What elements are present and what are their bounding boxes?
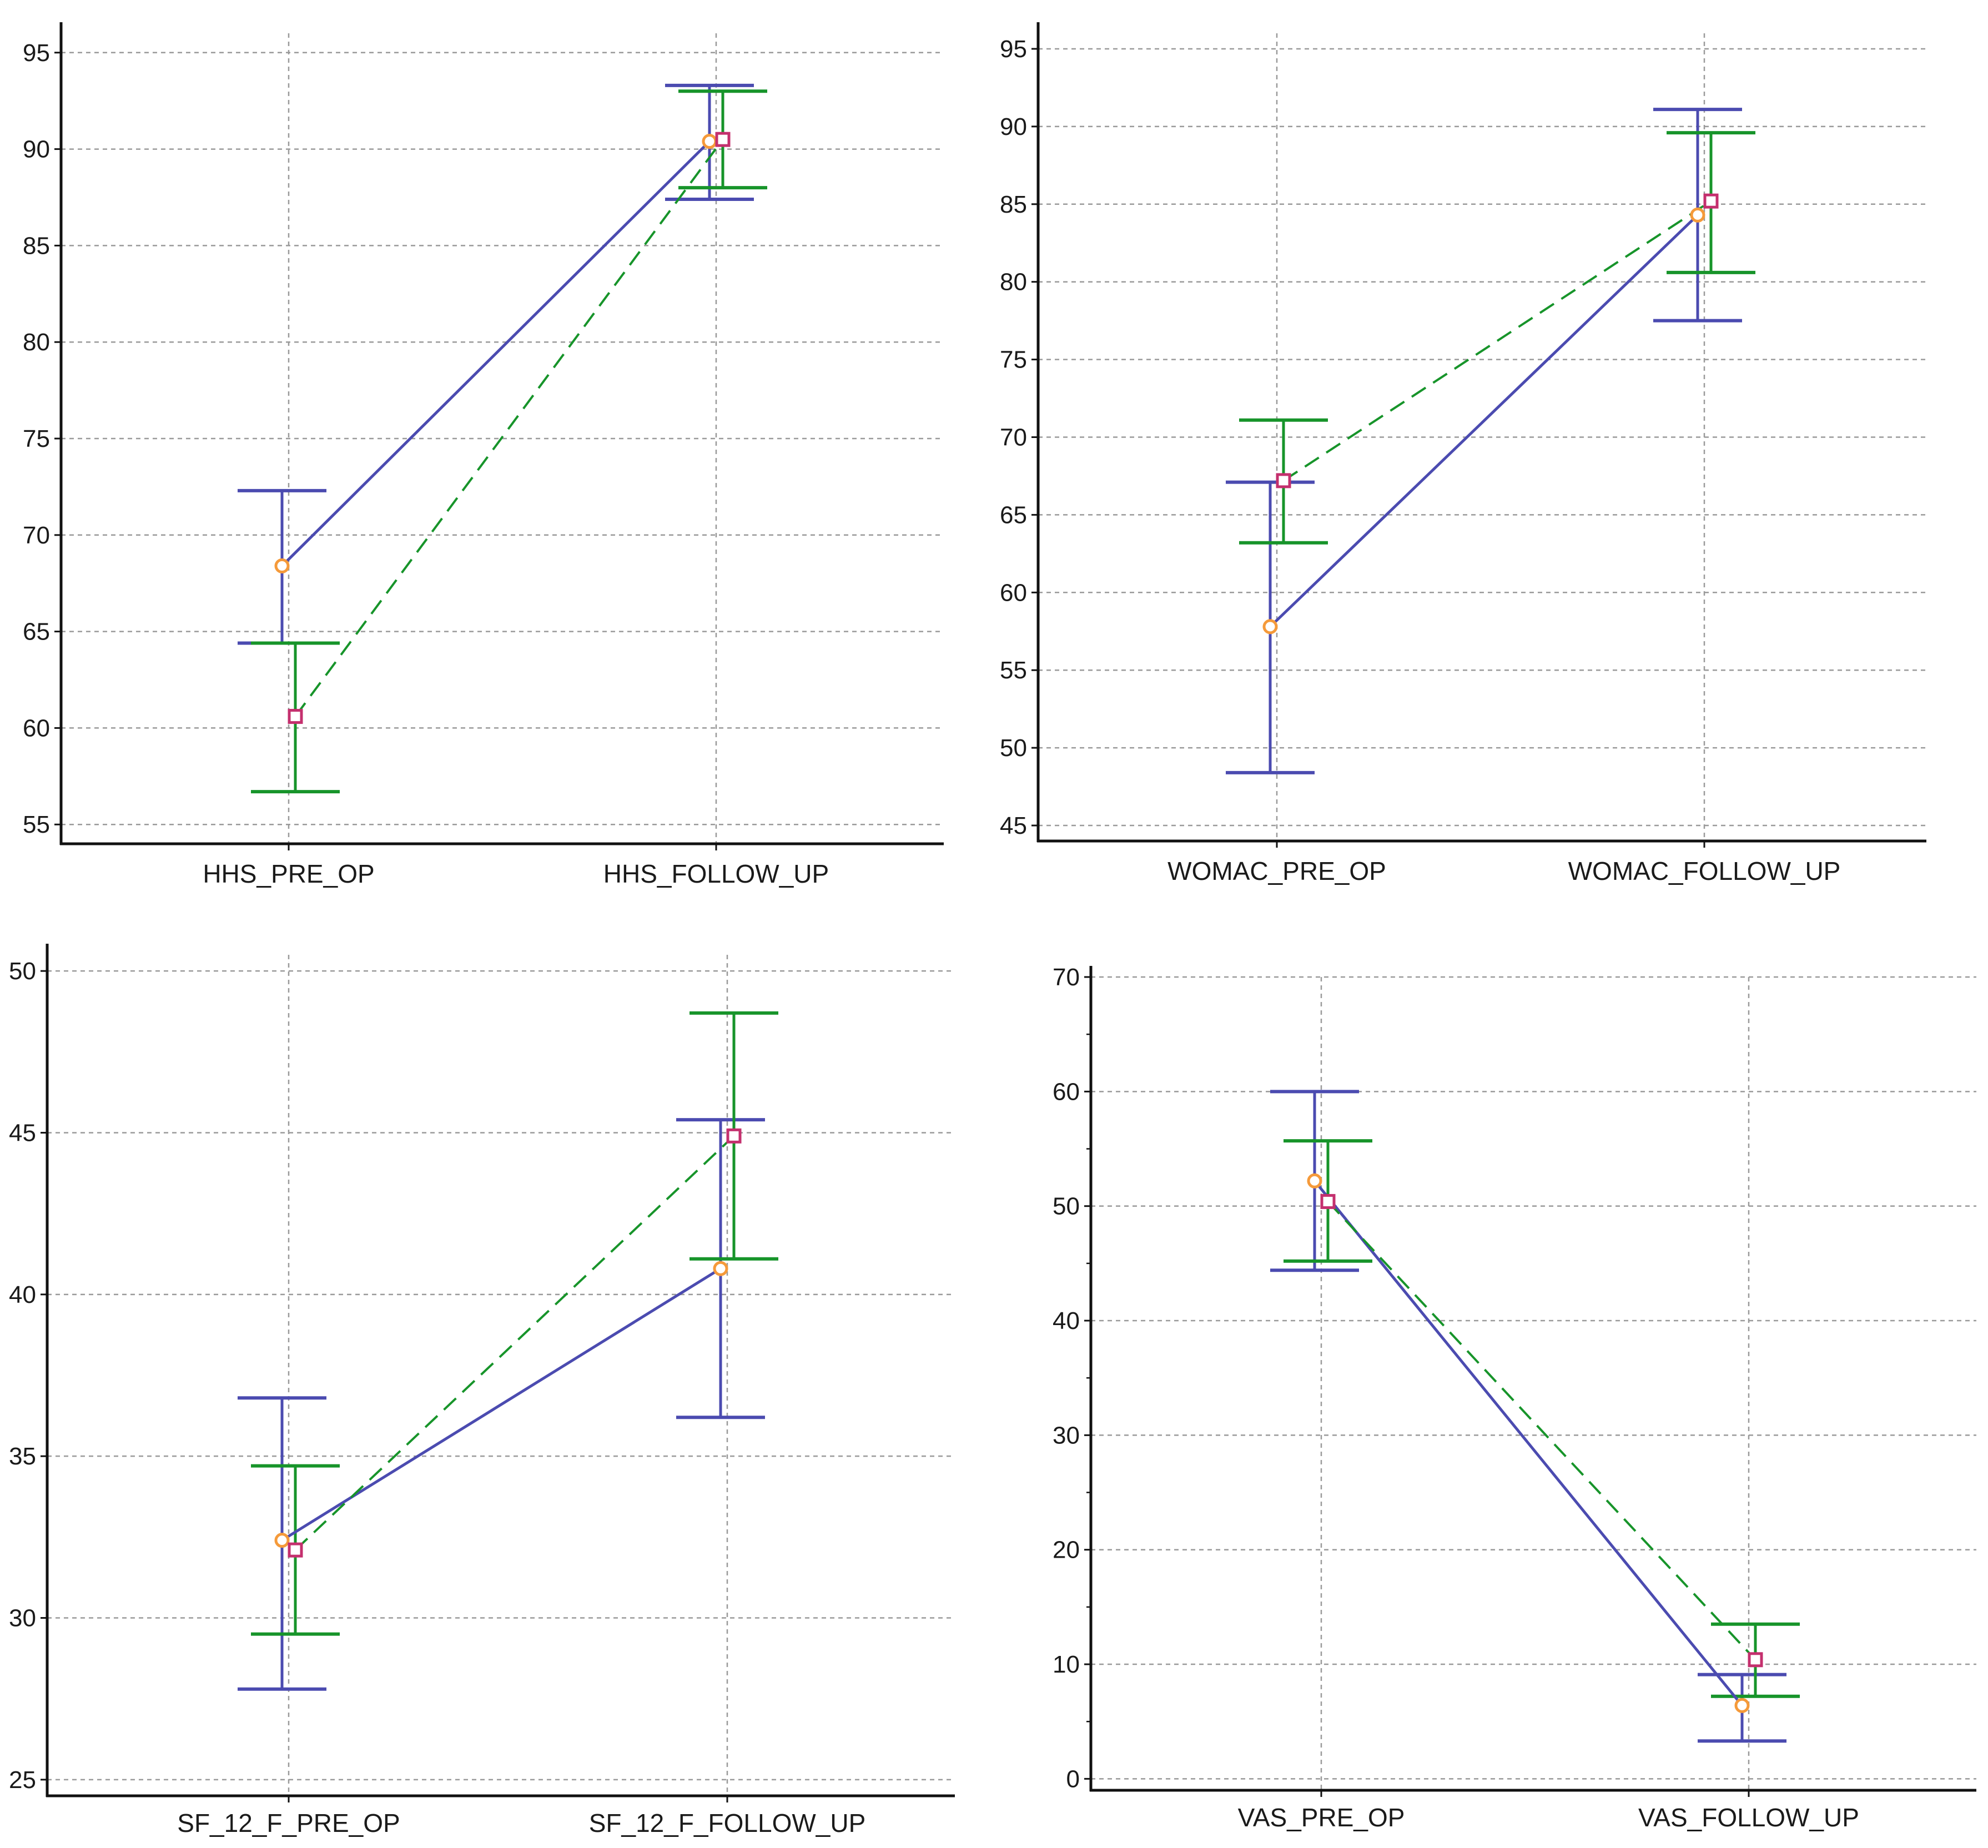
x-category-label: SF_12_F_PRE_OP [177,1809,400,1837]
data-point-circle [274,558,290,573]
data-point-square [1276,473,1291,489]
series-line-series-1 [281,1267,722,1542]
data-point-circle [1307,1173,1322,1189]
x-category-label: HHS_FOLLOW_UP [603,859,829,888]
y-tick-label: 65 [23,618,50,646]
y-tick-label: 90 [23,136,50,163]
y-tick-label: 35 [9,1443,36,1470]
plot-area-vas: 0 10 20 30 40 50 60 70 [1053,964,1976,1797]
y-tick-label: 85 [23,232,50,259]
data-point-circle [1690,207,1705,223]
y-tick-label: 90 [1000,113,1027,140]
y-tick-label: 60 [1053,1078,1080,1105]
y-tick-label: 55 [23,811,50,838]
y-tick-label: 80 [23,329,50,356]
y-tick-label: 60 [23,714,50,742]
y-tick-label: 30 [9,1605,36,1632]
plot-area-sf12: 25 30 35 40 45 50 [9,944,955,1802]
y-tick-label: 60 [1000,579,1027,606]
x-category-label: VAS_PRE_OP [1238,1803,1405,1832]
x-category-label: WOMAC_FOLLOW_UP [1568,857,1841,885]
y-tick-label: 30 [1053,1422,1080,1449]
data-point-circle [274,1533,290,1548]
y-tick-label: 70 [23,522,50,549]
y-tick-label: 10 [1053,1651,1080,1678]
series-line-series-1 [281,140,711,567]
data-point-square [288,709,303,724]
series-line-series-2 [294,138,724,717]
data-point-square [1320,1194,1336,1209]
x-category-label: SF_12_F_FOLLOW_UP [589,1809,866,1837]
y-tick-label: 50 [1000,734,1027,762]
data-point-circle [1734,1698,1750,1713]
y-tick-label: 50 [1053,1193,1080,1220]
chart-hhs: 55 60 65 70 75 80 85 90 95 HHS_PRE_OP HHS_FOLLOW… [0,0,977,905]
series-line-series-1 [1269,214,1699,628]
y-tick-label: 65 [1000,501,1027,528]
data-point-circle [713,1261,728,1276]
chart-sf12: 25 30 35 40 45 50 SF_12_F_PRE_OP SF_12_F_FOLL… [0,933,977,1848]
series-line-series-1 [1313,1180,1743,1706]
y-tick-label: 70 [1000,424,1027,451]
y-tick-label: 0 [1066,1765,1080,1792]
y-tick-label: 75 [23,425,50,452]
data-point-circle [702,134,717,149]
y-tick-label: 95 [23,39,50,67]
y-tick-label: 25 [9,1766,36,1794]
series-line-series-2 [1327,1201,1757,1661]
chart-vas: 0 10 20 30 40 50 60 70 VAS_PRE_OP VAS_FOLLOW_UP [994,933,1988,1848]
x-category-label: WOMAC_PRE_OP [1167,857,1386,885]
y-tick-label: 45 [9,1119,36,1146]
y-tick-label: 75 [1000,346,1027,374]
y-tick-label: 85 [1000,191,1027,218]
x-category-label: HHS_PRE_OP [203,859,374,888]
y-tick-label: 20 [1053,1537,1080,1564]
y-tick-label: 50 [9,958,36,985]
series-line-series-2 [1282,200,1712,482]
y-tick-label: 70 [1053,964,1080,991]
plot-area-womac: 45 50 55 60 65 70 75 80 85 90 95 [1000,22,1926,848]
x-category-label: VAS_FOLLOW_UP [1638,1803,1859,1832]
y-tick-label: 40 [9,1281,36,1308]
chart-womac: 45 50 55 60 65 70 75 80 85 90 95 WOMAC_PRE_OP WOMA… [994,0,1988,905]
y-tick-label: 45 [1000,812,1027,839]
data-point-circle [1262,619,1278,635]
y-tick-label: 40 [1053,1307,1080,1335]
y-tick-label: 80 [1000,269,1027,296]
series-line-series-2 [294,1135,735,1551]
data-point-square [1703,193,1719,209]
data-point-square [715,132,731,147]
y-tick-label: 95 [1000,36,1027,63]
y-tick-label: 55 [1000,657,1027,684]
data-point-square [288,1542,303,1558]
data-point-square [726,1128,742,1144]
data-point-square [1748,1652,1763,1668]
plot-area-hhs: 55 60 65 70 75 80 85 90 95 [23,22,944,850]
